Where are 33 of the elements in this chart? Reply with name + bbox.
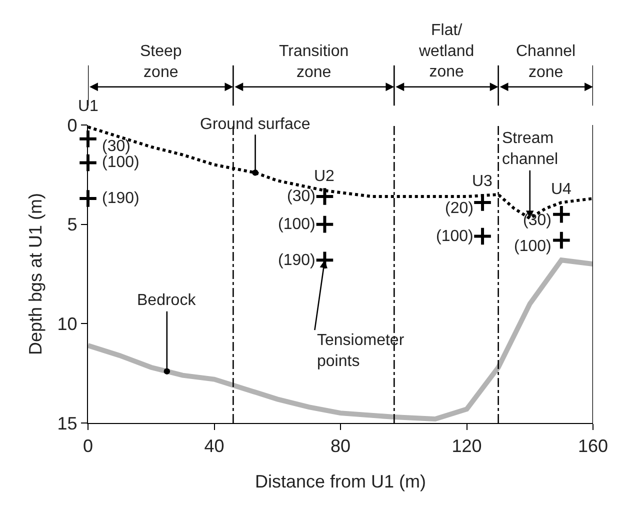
annotation: (100) [514, 238, 552, 255]
y-tick-label: 5 [67, 214, 78, 235]
text: Channel zone [516, 43, 576, 81]
annotation: U1 [78, 98, 99, 115]
x-tick-label: 80 [330, 436, 351, 456]
y-axis-title: Depth bgs at U1 (m) [25, 192, 46, 356]
annotation: (100) [278, 216, 316, 233]
annotation: (100) [436, 228, 474, 245]
x-tick-label: 40 [204, 436, 224, 456]
y-tick-label: 0 [67, 115, 78, 136]
annotation: (190) [102, 190, 140, 207]
annotation: (30) [523, 212, 552, 229]
annotation: (30) [287, 188, 316, 205]
annotation: Stream channel [502, 130, 558, 168]
x-tick-label: 160 [578, 436, 608, 456]
text: Steep zone [140, 43, 182, 81]
x-tick-label: 120 [452, 436, 482, 456]
annotation: U2 [314, 168, 335, 185]
y-tick-label: 15 [57, 413, 78, 434]
text: Flat/ wetland zone [418, 22, 474, 81]
annotation: U4 [551, 181, 572, 198]
annotation: Bedrock [137, 292, 197, 309]
annotation: U3 [472, 173, 493, 190]
annotation: Ground surface [200, 116, 310, 133]
annotation: (190) [278, 252, 316, 269]
text: Transition zone [279, 43, 349, 81]
x-axis-title: Distance from U1 (m) [254, 471, 426, 492]
annotation: (100) [102, 154, 140, 171]
annotation: (20) [445, 200, 474, 217]
x-tick-label: 0 [82, 436, 94, 456]
annotation: Tensiometer points [317, 332, 405, 370]
annotation: (30) [102, 138, 130, 155]
y-tick-label: 10 [57, 314, 78, 334]
